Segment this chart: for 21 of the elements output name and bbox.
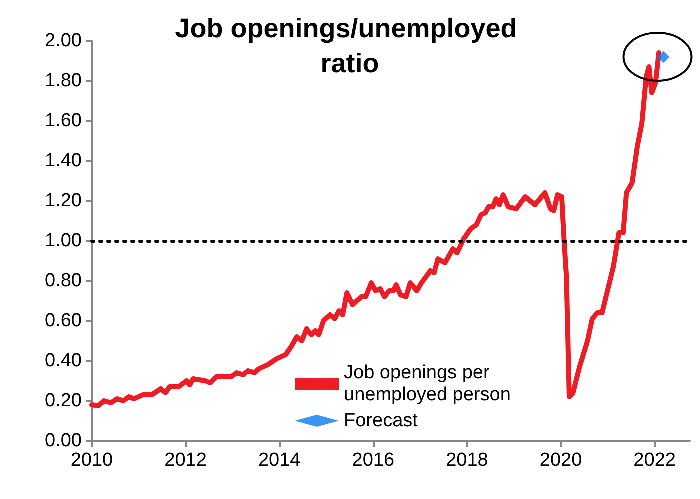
legend-label: Job openings per unemployed person [344,362,511,406]
y-tick-label: 0.00 [45,430,82,452]
y-tick-label: 0.80 [45,270,82,292]
x-tick-label: 2018 [446,450,488,471]
x-tick-label: 2016 [352,450,395,471]
chart-title: Job openings/unemployed ratio [175,14,525,78]
x-tick-label: 2014 [258,450,302,471]
y-tick-label: 1.20 [45,190,82,212]
y-tick-label: 0.40 [45,350,82,372]
y-tick-label: 0.60 [45,310,82,332]
y-tick-label: 2.00 [45,30,82,52]
x-tick-label: 2022 [634,450,676,471]
legend-label: Forecast [344,410,419,432]
y-tick-label: 1.40 [45,150,82,172]
y-tick-label: 1.80 [45,70,82,92]
y-tick-label: 1.00 [45,230,82,252]
x-tick-label: 2010 [70,450,114,471]
x-tick-label: 2012 [164,450,207,471]
y-tick-label: 1.60 [45,110,82,132]
y-tick-label: 0.20 [45,390,82,412]
x-tick-label: 2020 [540,450,582,471]
